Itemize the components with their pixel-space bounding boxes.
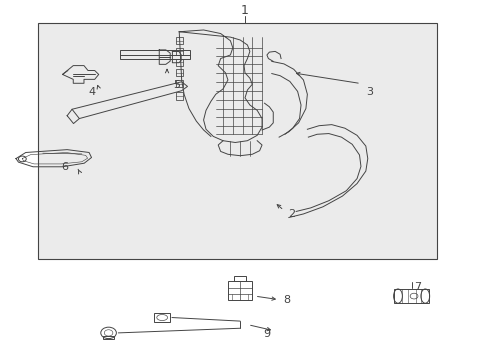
Bar [154, 313, 171, 322]
Bar [176, 48, 183, 55]
Bar [394, 289, 429, 303]
Bar [234, 276, 246, 282]
Text: 2: 2 [288, 209, 295, 219]
Bar [38, 23, 438, 258]
Bar [120, 50, 190, 59]
Text: 6: 6 [61, 162, 68, 172]
Text: 5: 5 [173, 80, 180, 90]
Text: 1: 1 [241, 4, 249, 17]
Bar [228, 282, 252, 300]
Text: 9: 9 [263, 329, 270, 339]
Text: 7: 7 [415, 282, 421, 292]
Bar [176, 59, 183, 66]
Text: 3: 3 [366, 87, 373, 98]
Bar [103, 336, 114, 339]
Bar [176, 80, 183, 87]
Text: 8: 8 [283, 295, 290, 305]
Bar [176, 37, 183, 44]
Bar [176, 93, 183, 100]
Bar [176, 69, 183, 76]
Text: 4: 4 [88, 87, 95, 98]
